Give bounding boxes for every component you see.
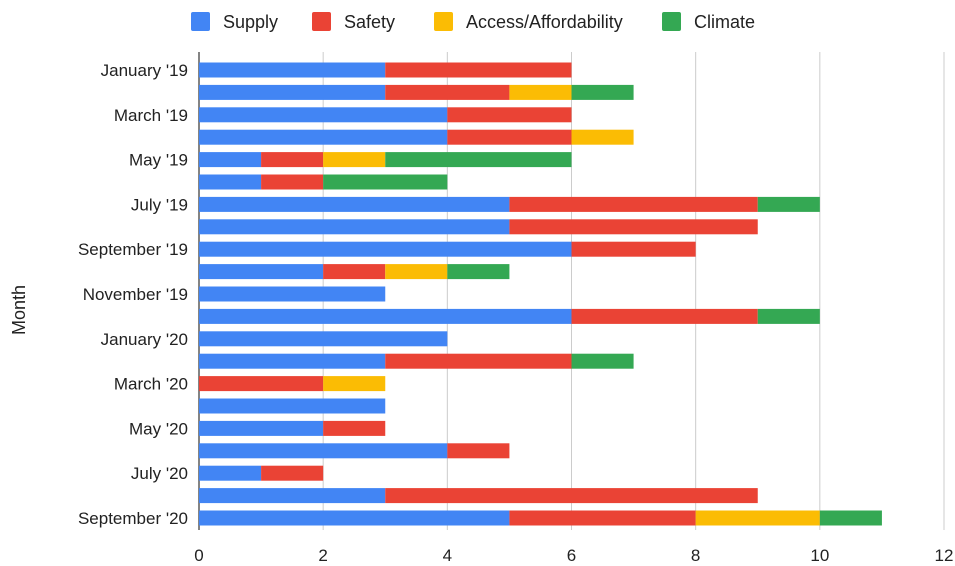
bar-supply-12: [199, 331, 448, 347]
y-axis-title: Month: [9, 285, 29, 335]
bar-supply-5: [199, 174, 262, 190]
legend-label-safety: Safety: [344, 12, 395, 32]
bar-climate-9: [447, 264, 510, 280]
legend-label-supply: Supply: [223, 12, 278, 32]
y-tick-label: March '20: [114, 375, 188, 394]
bars: [199, 62, 882, 526]
bar-climate-13: [571, 353, 634, 369]
bar-safety-5: [261, 174, 324, 190]
bar-supply-20: [199, 510, 510, 526]
bar-climate-11: [757, 308, 820, 324]
x-axis-tick-labels: 0 2 4 6 8 10 12: [194, 546, 953, 565]
bar-safety-8: [571, 241, 696, 257]
bar-supply-0: [199, 62, 386, 78]
x-tick-label-2: 2: [318, 546, 327, 565]
bar-safety-16: [323, 420, 386, 436]
legend-label-access-affordability: Access/Affordability: [466, 12, 623, 32]
bar-access-affordability-14: [323, 376, 386, 392]
bar-supply-6: [199, 196, 510, 212]
y-tick-label: November '19: [83, 285, 188, 304]
bar-supply-2: [199, 107, 448, 123]
bar-access-affordability-20: [695, 510, 820, 526]
y-axis-tick-labels: January '19 March '19 May '19 July '19 Septe…: [78, 61, 188, 528]
bar-safety-11: [571, 308, 758, 324]
bar-supply-7: [199, 219, 510, 235]
bar-safety-14: [199, 376, 324, 392]
y-tick-label: July '20: [131, 464, 188, 483]
x-tick-label-6: 6: [567, 546, 576, 565]
x-tick-label-0: 0: [194, 546, 203, 565]
x-tick-label-4: 4: [443, 546, 452, 565]
bar-safety-17: [447, 443, 510, 459]
bar-safety-9: [323, 264, 386, 280]
y-tick-label: January '19: [101, 61, 188, 80]
bar-safety-19: [385, 488, 758, 504]
bar-safety-13: [385, 353, 572, 369]
bar-supply-1: [199, 84, 386, 100]
legend-swatch-climate: [662, 12, 681, 31]
legend-swatch-safety: [312, 12, 331, 31]
bar-supply-19: [199, 488, 386, 504]
bar-climate-1: [571, 84, 634, 100]
y-tick-label: May '19: [129, 151, 188, 170]
y-tick-label: September '20: [78, 509, 188, 528]
bar-safety-7: [509, 219, 758, 235]
bar-access-affordability-9: [385, 264, 448, 280]
bar-climate-6: [757, 196, 820, 212]
bar-safety-4: [261, 152, 324, 168]
bar-access-affordability-4: [323, 152, 386, 168]
bar-supply-10: [199, 286, 386, 302]
bar-supply-4: [199, 152, 262, 168]
x-tick-label-8: 8: [691, 546, 700, 565]
y-tick-label: January '20: [101, 330, 188, 349]
x-tick-label-12: 12: [935, 546, 954, 565]
bar-supply-15: [199, 398, 386, 414]
bar-supply-9: [199, 264, 324, 280]
bar-supply-13: [199, 353, 386, 369]
bar-supply-16: [199, 420, 324, 436]
legend-swatch-access-affordability: [434, 12, 453, 31]
bar-climate-4: [385, 152, 572, 168]
bar-supply-3: [199, 129, 448, 145]
y-tick-label: March '19: [114, 106, 188, 125]
legend-swatch-supply: [191, 12, 210, 31]
legend-label-climate: Climate: [694, 12, 755, 32]
y-tick-label: September '19: [78, 240, 188, 259]
bar-access-affordability-1: [509, 84, 572, 100]
bar-safety-2: [447, 107, 572, 123]
bar-supply-8: [199, 241, 572, 257]
bar-safety-1: [385, 84, 510, 100]
bar-supply-17: [199, 443, 448, 459]
bar-climate-5: [323, 174, 448, 190]
legend: Supply Safety Access/Affordability Climate: [191, 12, 755, 32]
bar-climate-20: [819, 510, 882, 526]
bar-access-affordability-3: [571, 129, 634, 145]
bar-safety-20: [509, 510, 696, 526]
bar-safety-3: [447, 129, 572, 145]
x-tick-label-10: 10: [810, 546, 829, 565]
bar-supply-11: [199, 308, 572, 324]
bar-safety-0: [385, 62, 572, 78]
y-tick-label: May '20: [129, 419, 188, 438]
bar-supply-18: [199, 465, 262, 481]
bar-safety-6: [509, 196, 758, 212]
y-tick-label: July '19: [131, 195, 188, 214]
bar-safety-18: [261, 465, 324, 481]
